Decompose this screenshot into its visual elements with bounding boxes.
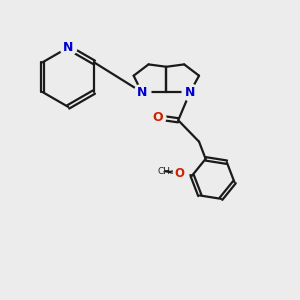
Text: O: O (175, 167, 185, 180)
Text: N: N (185, 85, 195, 98)
Text: N: N (136, 85, 147, 98)
Text: methoxy: methoxy (163, 171, 169, 172)
Text: O: O (152, 111, 163, 124)
Text: N: N (63, 41, 74, 54)
Text: CH₃: CH₃ (158, 167, 174, 176)
